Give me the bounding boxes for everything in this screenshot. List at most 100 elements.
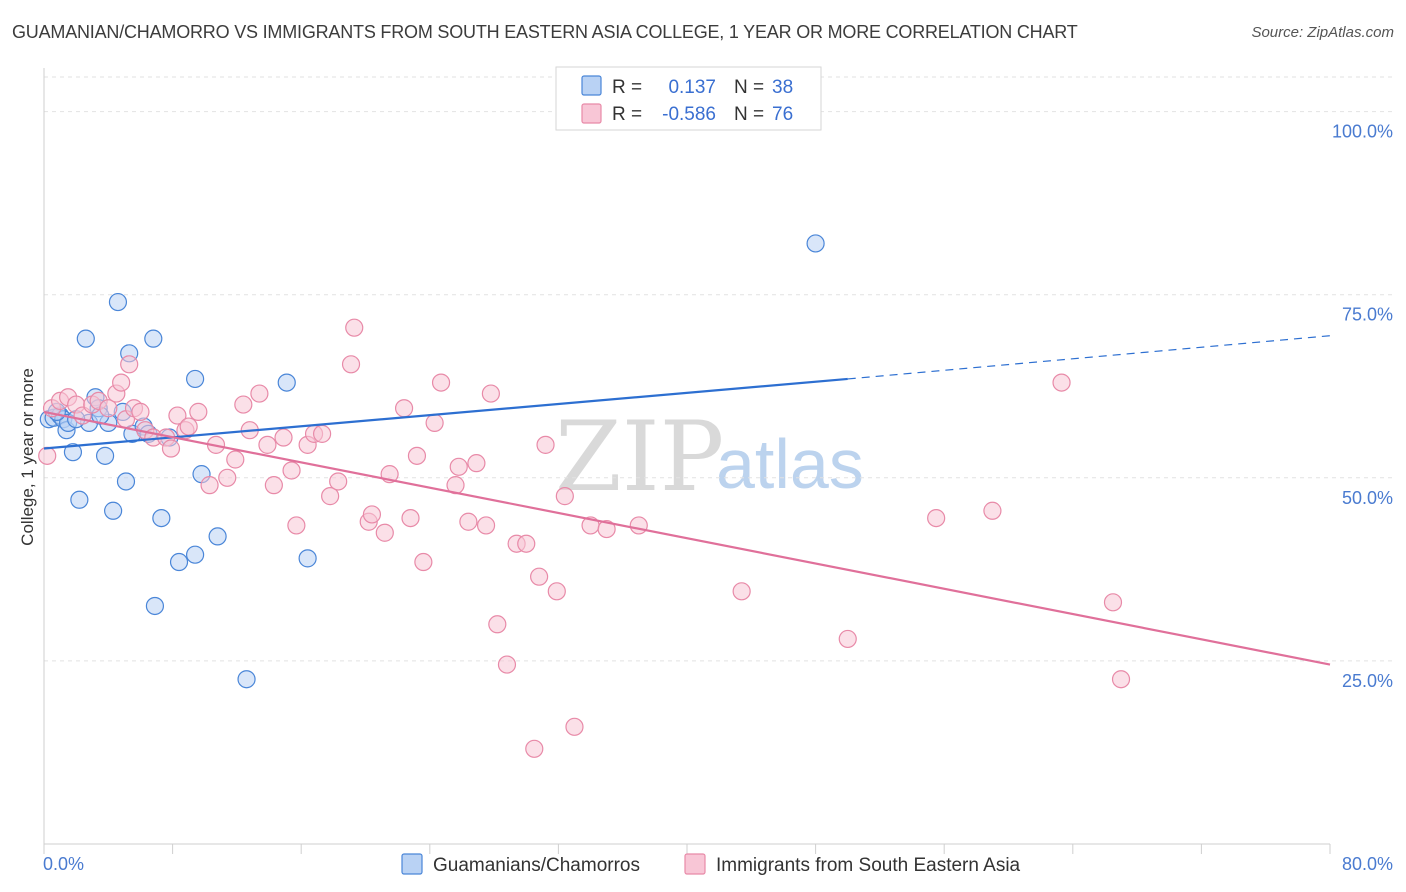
trend-lines bbox=[43, 335, 1331, 666]
data-point bbox=[116, 472, 136, 491]
data-point bbox=[312, 424, 332, 443]
legend-r-label-2: R = bbox=[612, 104, 642, 125]
data-point bbox=[362, 505, 382, 524]
data-point bbox=[375, 523, 394, 542]
data-point bbox=[838, 629, 857, 649]
data-point bbox=[345, 318, 364, 337]
watermark-atlas: atlas bbox=[716, 425, 864, 503]
bottom-legend-label-1: Guamanians/Chamorros bbox=[433, 855, 640, 876]
data-point bbox=[407, 446, 427, 465]
data-point bbox=[131, 402, 150, 421]
y-tick-label: 75.0% bbox=[1342, 305, 1393, 325]
data-point bbox=[555, 487, 574, 506]
data-point bbox=[536, 435, 555, 454]
data-point bbox=[287, 516, 306, 535]
data-point bbox=[264, 476, 283, 495]
data-point bbox=[1052, 373, 1071, 392]
bottom-legend-swatch-pink bbox=[684, 853, 706, 875]
data-point bbox=[488, 615, 507, 634]
legend-n-label-2: N = bbox=[734, 104, 764, 125]
trend-line-1 bbox=[43, 410, 1331, 666]
data-point bbox=[112, 373, 131, 392]
data-point bbox=[597, 519, 616, 539]
data-point bbox=[108, 292, 128, 312]
data-point bbox=[70, 490, 89, 509]
bottom-legend: Guamanians/Chamorros Immigrants from Sou… bbox=[401, 853, 1021, 876]
data-point bbox=[530, 567, 549, 586]
data-point bbox=[186, 545, 205, 564]
data-point bbox=[629, 516, 648, 535]
y-tick-label: 100.0% bbox=[1332, 122, 1393, 142]
y-tick-label: 25.0% bbox=[1342, 671, 1393, 691]
data-point bbox=[226, 450, 245, 469]
legend-n-value-2: 76 bbox=[772, 104, 793, 125]
data-point bbox=[274, 428, 293, 447]
data-point bbox=[104, 501, 123, 520]
data-point bbox=[806, 234, 825, 253]
data-point bbox=[1103, 593, 1123, 612]
data-point bbox=[186, 369, 205, 389]
data-point bbox=[169, 552, 189, 572]
data-point bbox=[144, 329, 163, 348]
watermark-zip: ZIP bbox=[555, 401, 724, 513]
data-point bbox=[168, 406, 187, 425]
data-point bbox=[525, 739, 544, 758]
data-point bbox=[145, 596, 165, 616]
x-tick-label-min: 0.0% bbox=[43, 854, 84, 874]
x-tick-label-max: 80.0% bbox=[1342, 854, 1393, 874]
data-point bbox=[298, 549, 317, 568]
data-point bbox=[927, 508, 946, 528]
legend-r-label-1: R = bbox=[612, 77, 642, 98]
data-point bbox=[983, 501, 1002, 520]
y-axis-label: College, 1 year or more bbox=[18, 368, 37, 546]
bottom-legend-swatch-blue bbox=[401, 853, 423, 875]
series-sea-immigrants-points bbox=[38, 318, 1131, 758]
data-point bbox=[161, 439, 181, 458]
data-point bbox=[120, 355, 139, 374]
data-point bbox=[277, 373, 296, 392]
data-point bbox=[425, 413, 444, 432]
data-point bbox=[1111, 670, 1131, 689]
data-point bbox=[250, 384, 269, 403]
data-point bbox=[394, 399, 414, 418]
data-point bbox=[282, 461, 301, 480]
chart-title: GUAMANIAN/CHAMORRO VS IMMIGRANTS FROM SO… bbox=[12, 22, 1078, 42]
data-point bbox=[341, 355, 361, 374]
legend-n-label-1: N = bbox=[734, 77, 764, 98]
source-label: Source: ZipAtlas.com bbox=[1251, 24, 1394, 41]
data-point bbox=[76, 329, 95, 348]
data-point bbox=[401, 508, 420, 528]
data-point bbox=[152, 508, 171, 528]
data-point bbox=[459, 512, 478, 531]
data-point bbox=[329, 472, 348, 491]
data-point bbox=[200, 476, 219, 495]
data-point bbox=[565, 717, 584, 736]
top-legend: R = 0.137 N = 38 R = -0.586 N = 76 bbox=[555, 66, 822, 131]
data-point bbox=[234, 395, 253, 414]
data-point bbox=[732, 582, 751, 601]
data-point bbox=[497, 655, 517, 674]
data-point bbox=[208, 527, 227, 546]
legend-r-value-1: 0.137 bbox=[668, 77, 716, 98]
data-point bbox=[218, 468, 237, 487]
legend-swatch-pink bbox=[581, 103, 602, 124]
data-point bbox=[38, 446, 57, 465]
data-point bbox=[467, 454, 486, 473]
data-point bbox=[517, 534, 536, 553]
trend-line-extension-0 bbox=[847, 335, 1331, 380]
trend-line-0 bbox=[43, 377, 848, 450]
data-point bbox=[476, 516, 496, 535]
y-tick-label: 50.0% bbox=[1342, 488, 1393, 508]
data-point bbox=[481, 384, 500, 403]
data-point bbox=[95, 446, 115, 465]
data-point bbox=[547, 582, 566, 601]
data-point bbox=[431, 373, 451, 392]
grid-lines bbox=[44, 76, 1393, 662]
data-point bbox=[321, 487, 340, 506]
data-point bbox=[99, 399, 118, 418]
axis-ticks: 100.0% 75.0% 50.0% 25.0% bbox=[43, 122, 1393, 854]
data-point bbox=[414, 552, 433, 572]
data-point bbox=[63, 443, 83, 462]
data-point bbox=[189, 402, 208, 421]
